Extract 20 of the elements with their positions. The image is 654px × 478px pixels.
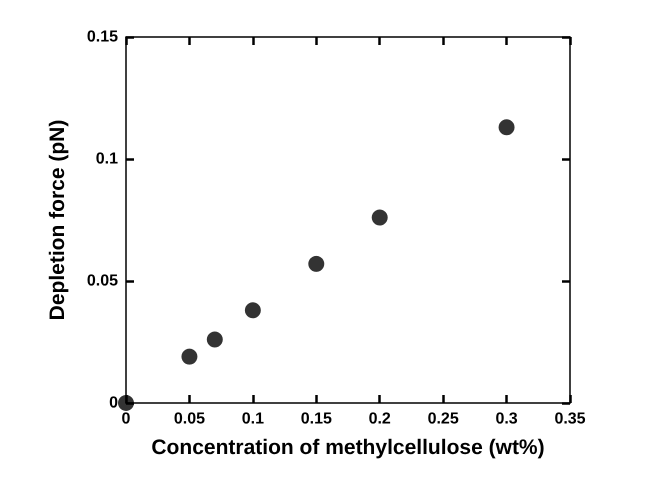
point bbox=[206, 332, 223, 348]
point bbox=[308, 256, 324, 272]
x-tick-label: 0.1 bbox=[242, 410, 264, 428]
x-tick-label: 0.35 bbox=[554, 410, 586, 428]
point bbox=[372, 210, 388, 226]
y-tick-label: 0.15 bbox=[86, 28, 118, 46]
x-tick-label: 0.25 bbox=[428, 410, 459, 428]
y-axis-title: Depletion force (pN) bbox=[46, 120, 69, 320]
y-tick-label: 0 bbox=[109, 394, 118, 412]
x-tick-label: 0.3 bbox=[495, 410, 518, 428]
x-tick-label: 0.15 bbox=[300, 410, 332, 428]
x-tick-label: 0.05 bbox=[174, 410, 206, 428]
x-axis-title: Concentration of methylcellulose (wt%) bbox=[151, 436, 545, 459]
point bbox=[498, 119, 515, 136]
y-tick-label: 0.1 bbox=[96, 150, 118, 168]
y-tick-label: 0.05 bbox=[86, 272, 118, 290]
x-tick-label: 0.2 bbox=[368, 410, 391, 428]
x-tick-label: 0 bbox=[122, 410, 131, 428]
point bbox=[244, 302, 261, 318]
point bbox=[181, 348, 198, 365]
